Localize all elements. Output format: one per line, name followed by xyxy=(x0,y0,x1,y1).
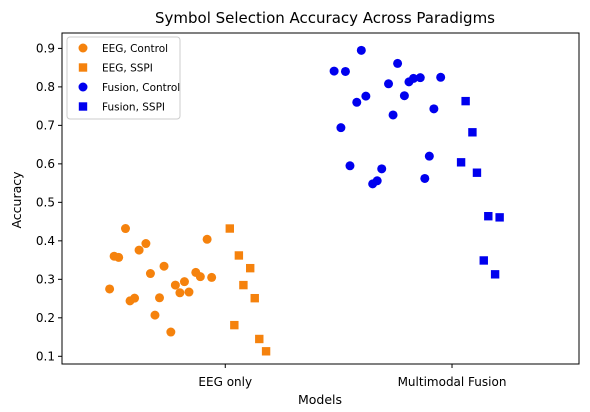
data-point xyxy=(495,213,504,222)
legend-label: Fusion, SSPI xyxy=(102,102,165,114)
legend: EEG, Control EEG, SSPI Fusion, Control Fusi… xyxy=(66,36,181,120)
legend-marker xyxy=(78,43,88,53)
data-point xyxy=(393,58,403,68)
data-point xyxy=(202,234,212,244)
y-tick-label: 0.5 xyxy=(36,195,55,209)
series-eeg-sspi xyxy=(225,224,271,356)
plot-frame xyxy=(61,32,580,365)
data-point xyxy=(246,263,255,273)
y-tick-label: 0.9 xyxy=(36,41,55,55)
y-tick-label: 0.8 xyxy=(36,80,55,94)
y-axis-label: Accuracy xyxy=(9,171,24,229)
data-point xyxy=(415,73,425,83)
y-tick-label: 0.1 xyxy=(36,349,55,363)
data-point xyxy=(170,280,180,290)
data-point xyxy=(166,327,176,337)
data-point xyxy=(134,245,144,255)
y-tick-label: 0.3 xyxy=(36,272,55,286)
data-point xyxy=(424,151,434,161)
data-point xyxy=(105,284,115,294)
data-point xyxy=(195,272,205,282)
data-point xyxy=(225,224,234,233)
data-point xyxy=(479,256,488,265)
data-point xyxy=(490,270,500,279)
data-point xyxy=(340,66,350,76)
data-point xyxy=(179,277,189,287)
x-tick-label: Multimodal Fusion xyxy=(398,375,507,389)
data-point xyxy=(155,293,165,303)
y-tick-label: 0.6 xyxy=(36,157,55,171)
data-point xyxy=(184,287,194,297)
data-point xyxy=(239,280,248,290)
series-eeg-control xyxy=(105,224,217,337)
x-axis-label: Models xyxy=(298,392,342,407)
data-point xyxy=(250,293,259,303)
data-point xyxy=(484,212,493,221)
data-point xyxy=(345,161,355,171)
chart-title: Symbol Selection Accuracy Across Paradig… xyxy=(155,9,495,27)
x-tick-label: EEG only xyxy=(198,375,252,389)
data-point xyxy=(336,123,346,133)
legend-label: EEG, Control xyxy=(102,43,168,55)
data-point xyxy=(150,310,160,320)
x-axis: EEG only Multimodal Fusion xyxy=(198,364,506,389)
data-point xyxy=(356,45,366,55)
data-point xyxy=(230,320,239,330)
data-point xyxy=(207,272,217,282)
y-axis: 0.1 0.2 0.3 0.4 0.5 0.6 0.7 0.8 0.9 xyxy=(36,41,62,363)
data-point xyxy=(361,91,371,101)
data-point xyxy=(468,128,477,137)
data-point xyxy=(120,224,130,234)
series-fusion-control xyxy=(329,45,446,189)
legend-marker xyxy=(78,102,88,111)
series-fusion-sspi xyxy=(456,96,504,279)
data-point xyxy=(329,66,339,76)
y-tick-label: 0.7 xyxy=(36,118,55,132)
data-point xyxy=(436,72,446,82)
data-point xyxy=(255,334,264,344)
legend-marker xyxy=(78,82,88,92)
y-tick-label: 0.2 xyxy=(36,311,55,325)
data-point xyxy=(461,96,470,106)
data-point xyxy=(429,104,439,114)
plot-area xyxy=(61,32,580,365)
legend-marker xyxy=(78,63,88,72)
data-point xyxy=(261,347,271,356)
y-tick-label: 0.4 xyxy=(36,234,55,248)
data-point xyxy=(145,269,155,279)
data-point xyxy=(175,288,185,298)
legend-box xyxy=(66,36,181,120)
data-point xyxy=(159,261,169,271)
data-point xyxy=(384,79,394,89)
legend-label: EEG, SSPI xyxy=(102,63,153,75)
data-point xyxy=(352,97,362,107)
data-point xyxy=(472,168,482,177)
data-point xyxy=(141,239,151,249)
data-point xyxy=(234,251,244,260)
legend-label: Fusion, Control xyxy=(102,82,180,94)
data-point xyxy=(377,164,387,174)
data-point xyxy=(388,110,398,120)
data-point xyxy=(408,73,418,83)
data-point xyxy=(114,252,124,262)
data-point xyxy=(420,173,430,183)
data-point xyxy=(456,158,466,167)
data-point xyxy=(372,176,382,186)
data-point xyxy=(399,91,409,101)
data-point xyxy=(130,293,140,303)
